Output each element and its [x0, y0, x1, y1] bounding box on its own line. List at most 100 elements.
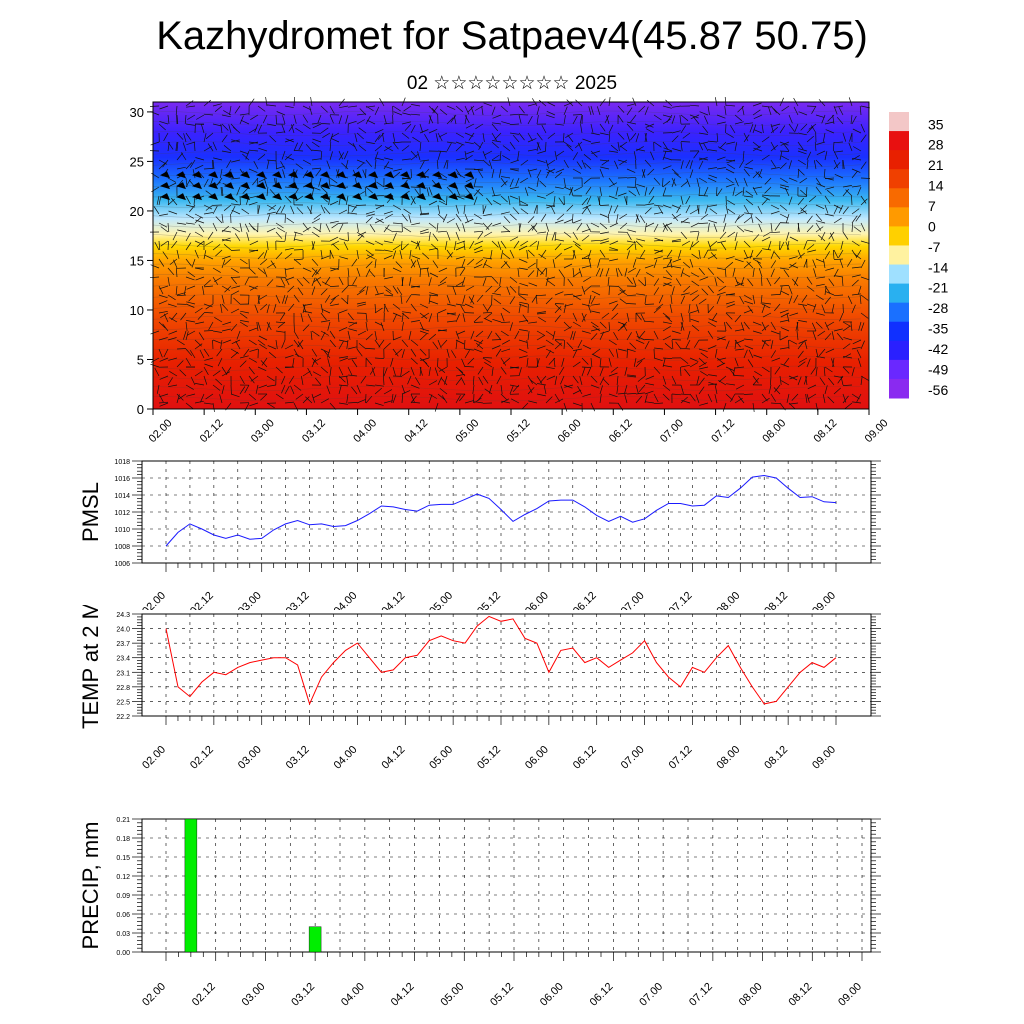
chart-title: Kazhydromet for Satpaev4(45.87 50.75) — [156, 14, 868, 58]
colorbar-swatch — [889, 302, 909, 323]
y-tick-label: 1010 — [114, 527, 130, 534]
x-tick-label: 02.00 — [140, 981, 168, 1009]
colorbar-label: 21 — [928, 157, 944, 173]
x-tick-label: 06.12 — [588, 981, 616, 1009]
colorbar-swatch — [889, 207, 909, 227]
plot-area — [142, 819, 871, 952]
grid — [142, 819, 871, 952]
x-tick-label: 03.12 — [300, 417, 328, 445]
y-axis-label: PMSL — [78, 482, 103, 542]
x-tick-label: 04.12 — [402, 417, 430, 445]
y-tick-label: 22.2 — [116, 714, 130, 721]
x-tick-label: 04.12 — [389, 981, 417, 1009]
colorbar-swatch — [889, 321, 909, 342]
colorbar-swatch — [889, 359, 909, 380]
y-tick-label: 0.03 — [116, 931, 130, 938]
x-tick-label: 07.00 — [658, 417, 686, 445]
x-tick-label: 05.00 — [438, 981, 466, 1009]
x-tick-label: 05.00 — [427, 744, 455, 772]
x-tick-label: 07.00 — [637, 981, 665, 1009]
y-tick-label: 25 — [130, 154, 144, 169]
x-tick-label: 08.00 — [760, 417, 788, 445]
x-tick-label: 05.12 — [505, 417, 533, 445]
colorbar-label: 35 — [928, 116, 944, 132]
colorbar-swatch — [889, 131, 909, 151]
cross-section-chart: 0 5 10 15 20 25 30 02.00 02.12 03.00 03.12 04.00 04.… — [130, 96, 948, 445]
x-tick-label: 02.12 — [188, 744, 216, 772]
y-tick-label: 0.00 — [116, 950, 130, 957]
x-tick-label: 03.00 — [236, 744, 264, 772]
y-axis-label: PRECIP, mm — [78, 822, 103, 950]
x-tick-label: 06.12 — [607, 417, 635, 445]
y-tick-label: 24.3 — [116, 612, 130, 619]
x-tick-label: 04.00 — [332, 744, 360, 772]
colorbar-label: -28 — [928, 300, 948, 316]
x-tick-label: 04.12 — [379, 744, 407, 772]
colorbar-swatch — [889, 378, 909, 399]
x-tick-label: 09.00 — [836, 981, 864, 1009]
x-tick-label: 06.00 — [523, 744, 551, 772]
x-tick-label: 09.00 — [863, 417, 891, 445]
colorbar-swatch — [889, 264, 909, 285]
x-tick-label: 08.00 — [737, 981, 765, 1009]
x-tick-label: 07.12 — [667, 744, 695, 772]
contour-lines — [152, 110, 862, 402]
y-tick-label: 23.1 — [116, 670, 130, 677]
colorbar-label: -42 — [928, 341, 948, 357]
plot-frame — [141, 818, 872, 953]
pmsl-series-line — [165, 474, 837, 547]
x-tick-label: 05.00 — [453, 417, 481, 445]
colorbar-label: -56 — [928, 382, 948, 398]
x-tick-label: 06.12 — [571, 744, 599, 772]
plot-area — [142, 614, 871, 716]
colorbar-swatch — [889, 283, 909, 304]
colorbar-label: -21 — [928, 280, 948, 296]
colorbar-swatch — [889, 245, 909, 266]
y-tick-label: 1008 — [114, 544, 130, 551]
colorbar-label: 28 — [928, 137, 944, 153]
x-tick-label: 06.00 — [538, 981, 566, 1009]
colorbar-swatch — [889, 112, 909, 132]
y-axis-label: TEMP at 2 M — [78, 605, 103, 729]
y-tick-label: 0.15 — [116, 855, 130, 862]
colorbar-swatch — [889, 188, 909, 208]
x-tick-label: 05.12 — [475, 744, 503, 772]
y-tick-label: 24.0 — [116, 627, 130, 634]
y-tick-label: 0.09 — [116, 893, 130, 900]
colorbar-swatch — [889, 226, 909, 246]
colorbar-label: -49 — [928, 361, 948, 377]
precip-bar — [184, 818, 198, 953]
colorbar-label: 0 — [928, 218, 936, 234]
x-tick-label: 08.00 — [714, 744, 742, 772]
x-tick-label: 08.12 — [786, 981, 814, 1009]
temp-chart: 22.2 22.5 22.8 23.1 23.4 23.7 24.0 24.3 02.00 02.… — [78, 605, 881, 772]
x-tick-label: 04.00 — [339, 981, 367, 1009]
x-tick-label: 04.00 — [351, 417, 379, 445]
y-tick-label: 22.8 — [116, 685, 130, 692]
precip-chart: 0.00 0.03 0.06 0.09 0.12 0.15 0.18 0.21 02.00 02.… — [78, 817, 881, 1009]
x-tick-label: 02.00 — [140, 744, 168, 772]
colorbar-swatch — [889, 169, 909, 189]
y-tick-label: 22.5 — [116, 699, 130, 706]
x-tick-label: 08.12 — [811, 417, 839, 445]
x-tick-label: 06.00 — [556, 417, 584, 445]
y-tick-label: 20 — [130, 204, 144, 219]
y-tick-label: 1016 — [114, 476, 130, 483]
wind-barbs — [149, 96, 871, 413]
y-tick-label: 23.7 — [116, 641, 130, 648]
x-tick-label: 03.00 — [240, 981, 268, 1009]
colorbar-label: -14 — [928, 259, 948, 275]
x-tick-label: 03.12 — [289, 981, 317, 1009]
y-tick-label: 15 — [130, 253, 144, 268]
y-tick-label: 1014 — [114, 493, 130, 500]
x-tick-label: 09.00 — [810, 744, 838, 772]
colorbar-label: -7 — [928, 239, 941, 255]
x-tick-label: 05.12 — [488, 981, 516, 1009]
y-tick-label: 0 — [137, 402, 144, 417]
wind-flags — [160, 171, 474, 201]
grid — [142, 461, 871, 563]
colorbar-label: -35 — [928, 321, 948, 337]
colorbar-swatch — [889, 150, 909, 170]
x-tick-label: 02.12 — [190, 981, 218, 1009]
